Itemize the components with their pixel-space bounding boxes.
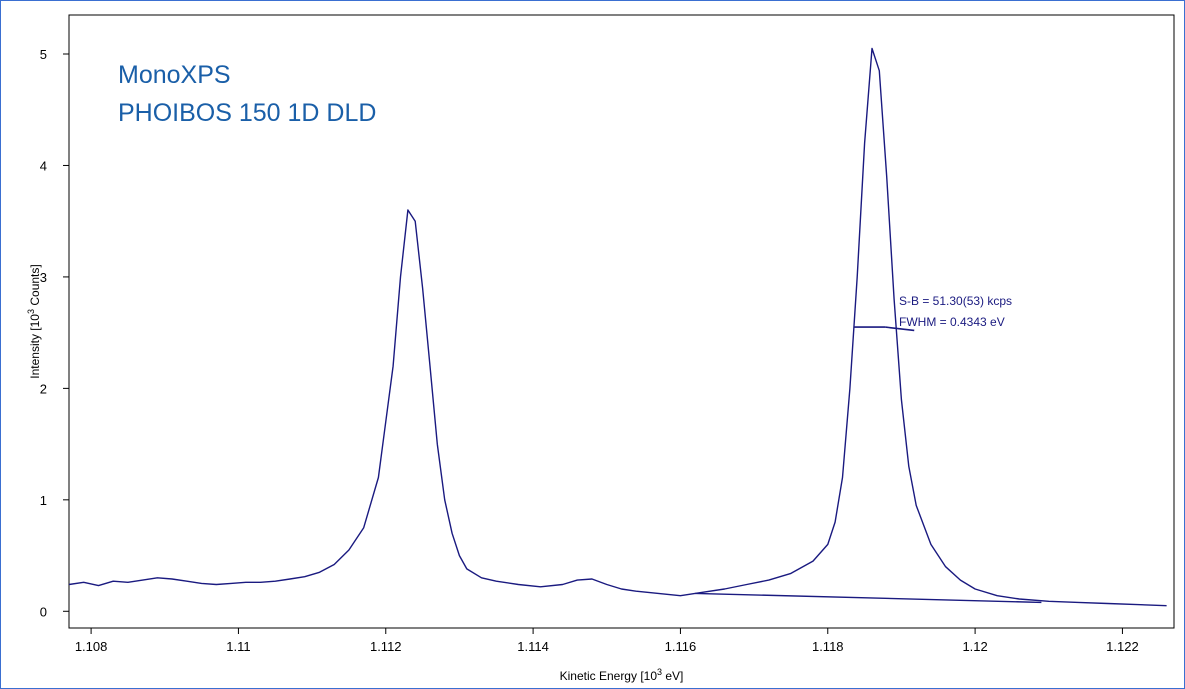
y-tick-label: 4 [40,158,47,173]
y-tick-label: 1 [40,493,47,508]
fwhm-leader [885,326,915,332]
x-tick-label: 1.112 [370,639,402,654]
x-axis-label: Kinetic Energy [103 eV] [560,667,684,683]
y-tick-label: 5 [40,47,47,62]
annotations-group: S-B = 51.30(53) kcps FWHM = 0.4343 eV [853,294,1012,332]
background-line [695,592,1042,604]
instrument-title-line1: MonoXPS [118,61,231,89]
x-tick-label: 1.122 [1106,639,1139,654]
x-tick-label: 1.116 [665,639,697,654]
y-tick-label: 3 [40,270,47,285]
x-tick-label: 1.108 [75,639,108,654]
plot-frame [68,14,1175,629]
y-tick-label: 0 [40,604,47,619]
y-tick-label: 2 [40,381,47,396]
fwhm-annotation: FWHM = 0.4343 eV [899,315,1005,329]
x-tick-label: 1.11 [226,639,250,654]
sb-annotation: S-B = 51.30(53) kcps [899,294,1012,308]
axes: 1.108 1.11 1.112 1.114 1.116 1.118 1.12 1.122 0 1… [26,14,1175,683]
spectrum-line [68,47,1167,607]
instrument-title-line2: PHOIBOS 150 1D DLD [118,99,377,127]
x-tick-label: 1.114 [517,639,549,654]
y-axis-label: Intensity [103 Counts] [26,264,42,378]
x-tick-label: 1.118 [812,639,844,654]
x-tick-label: 1.12 [962,639,987,654]
series-group [68,47,1167,607]
